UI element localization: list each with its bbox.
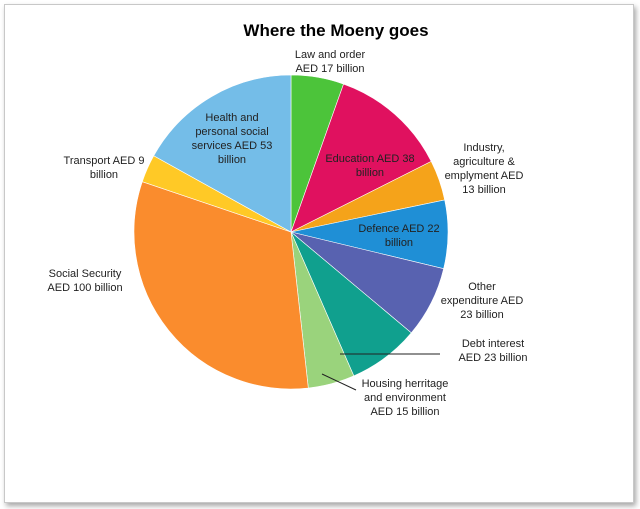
leader-lines <box>321 353 440 391</box>
slice-label-debt-interest: Debt interest AED 23 billion <box>458 338 527 364</box>
slice-label-transport: Transport AED 9 billion <box>64 155 145 181</box>
slice-label-law-and-order: Law and order AED 17 billion <box>295 49 366 75</box>
slice-label-social-security: Social Security AED 100 billion <box>47 268 122 294</box>
leader-line-housing-herritage-and-environment <box>321 373 357 391</box>
pie-slice-social-security <box>133 181 309 390</box>
slice-label-education: Education AED 38 billion <box>325 153 414 179</box>
slice-label-housing-herritage-and-environment: Housing herritage and environment AED 15 b… <box>362 378 449 418</box>
slice-label-health-and-personal-social-services: Health and personal social services AED 53… <box>192 112 273 166</box>
slice-label-other-expenditure: Other expenditure AED 23 billion <box>441 281 524 321</box>
pie-slice-education <box>290 83 432 233</box>
slice-label-defence: Defence AED 22 billion <box>358 223 439 249</box>
pie-slices <box>133 74 449 390</box>
slice-label-industry-agriculture-emplyment: Industry, agriculture & emplyment AED 13 bi… <box>445 142 524 196</box>
pie-slice-health-and-personal-social-services <box>153 74 292 233</box>
chart-title: Where the Moeny goes <box>243 21 428 40</box>
slice-labels: Law and order AED 17 billion Education AED… <box>47 49 527 418</box>
